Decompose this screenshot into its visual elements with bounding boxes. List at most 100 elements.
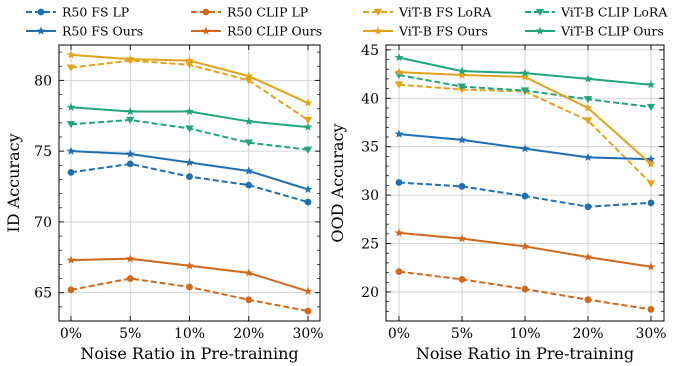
data-point (457, 83, 467, 91)
legend-label: R50 CLIP LP (227, 5, 308, 20)
data-point (394, 228, 404, 237)
y-tick-label: 45 (361, 43, 379, 59)
series-r50-fs-lp (67, 160, 312, 206)
data-point (66, 50, 76, 59)
legend-label: R50 FS LP (62, 5, 129, 20)
legend-label: R50 CLIP Ours (227, 24, 322, 39)
data-point (394, 67, 404, 76)
data-point (303, 116, 313, 125)
data-point (521, 192, 529, 200)
legend-label: ViT-B FS Ours (398, 24, 488, 39)
data-point (520, 144, 530, 153)
y-tick-label: 25 (361, 237, 379, 253)
legend-marker-circle (202, 8, 210, 16)
data-point (244, 166, 254, 175)
legend-label: ViT-B CLIP LoRA (560, 5, 668, 20)
data-point (646, 154, 656, 163)
x-axis-label: Noise Ratio in Pre-training (80, 344, 298, 363)
data-point (66, 121, 76, 129)
data-point (394, 81, 404, 89)
y-tick-label: 35 (361, 140, 379, 156)
data-point (583, 96, 593, 104)
data-point (583, 117, 593, 125)
data-point (185, 261, 194, 270)
data-point (245, 181, 253, 189)
data-point (647, 199, 655, 207)
x-tick-label: 0% (388, 326, 410, 342)
data-point (520, 241, 530, 251)
legend-entry-r50-clip-ours: R50 CLIP Ours (191, 24, 322, 39)
data-point (583, 252, 593, 261)
legend-entry-vit-b-clip-ours: ViT-B CLIP Ours (525, 24, 664, 39)
y-tick-label: 30 (361, 188, 379, 204)
data-point (584, 296, 592, 304)
x-tick-label: 30% (635, 326, 666, 342)
data-point (66, 255, 76, 264)
legend-marker-star (36, 26, 46, 35)
series-r50-clip-lp (395, 268, 655, 313)
data-point (646, 159, 656, 168)
data-point (66, 146, 76, 155)
data-point (66, 102, 76, 111)
data-point (646, 262, 656, 271)
series-vit-b-fs-ours (394, 67, 656, 168)
data-point (303, 146, 313, 154)
y-tick-label: 70 (34, 215, 52, 231)
data-point (457, 234, 467, 243)
ood-accuracy-panel: 0% 5% 10% 20% 30% 20 25 30 35 40 45 Noise Ratio in … (328, 43, 667, 363)
x-tick-label: 30% (292, 326, 323, 342)
y-tick-label: 75 (34, 144, 52, 160)
series-vit-b-clip-ours (394, 52, 656, 89)
legend-entry-vit-b-fs-ours: ViT-B FS Ours (363, 24, 488, 39)
data-point (458, 275, 466, 283)
data-point (185, 55, 194, 65)
series-r50-fs-ours (66, 146, 313, 194)
legend: R50 FS LP R50 CLIP LP ViT-B FS LoRA ViT-B C… (26, 5, 668, 39)
data-point (520, 87, 530, 95)
x-tick-label: 0% (60, 326, 82, 342)
y-axis-label: OOD Accuracy (328, 123, 347, 242)
data-point (244, 71, 254, 80)
data-point (457, 66, 467, 75)
data-point (520, 72, 530, 81)
data-point (126, 116, 135, 125)
y-tick-label: 65 (34, 286, 52, 302)
data-point (244, 116, 254, 126)
data-point (395, 179, 403, 186)
legend-marker-triangle (373, 8, 383, 16)
series-r50-fs-lp (395, 179, 655, 211)
y-axis-label: ID Accuracy (4, 133, 23, 232)
y-tick-label: 80 (34, 73, 52, 89)
x-tick-label: 20% (233, 326, 264, 342)
data-point (646, 180, 656, 188)
legend-entry-vit-b-clip-lora: ViT-B CLIP LoRA (525, 5, 668, 20)
data-point (646, 80, 656, 89)
legend-label: R50 FS Ours (62, 24, 143, 39)
data-point (186, 283, 193, 291)
data-point (583, 103, 593, 112)
data-point (244, 139, 253, 147)
data-point (457, 70, 467, 79)
data-point (394, 52, 404, 62)
data-point (583, 152, 593, 162)
data-point (66, 64, 76, 72)
legend-marker-star (373, 26, 383, 35)
data-point (125, 149, 135, 158)
x-tick-label: 10% (174, 326, 205, 342)
legend-entry-vit-b-fs-lora: ViT-B FS LoRA (363, 5, 492, 20)
series-vit-b-clip-lora (394, 71, 656, 111)
legend-marker-circle (37, 8, 45, 16)
series-r50-clip-ours (66, 254, 313, 295)
data-point (303, 286, 313, 295)
legend-marker-star (535, 26, 545, 35)
data-point (186, 173, 193, 181)
legend-entry-r50-fs-ours: R50 FS Ours (26, 24, 143, 39)
data-point (67, 286, 75, 294)
series-r50-fs-ours (394, 129, 656, 163)
y-tick-label: 20 (361, 285, 379, 301)
x-axis-label: Noise Ratio in Pre-training (416, 344, 634, 363)
x-tick-label: 10% (509, 326, 540, 342)
series-r50-clip-lp (67, 275, 312, 315)
legend-label: ViT-B FS LoRA (398, 5, 492, 20)
